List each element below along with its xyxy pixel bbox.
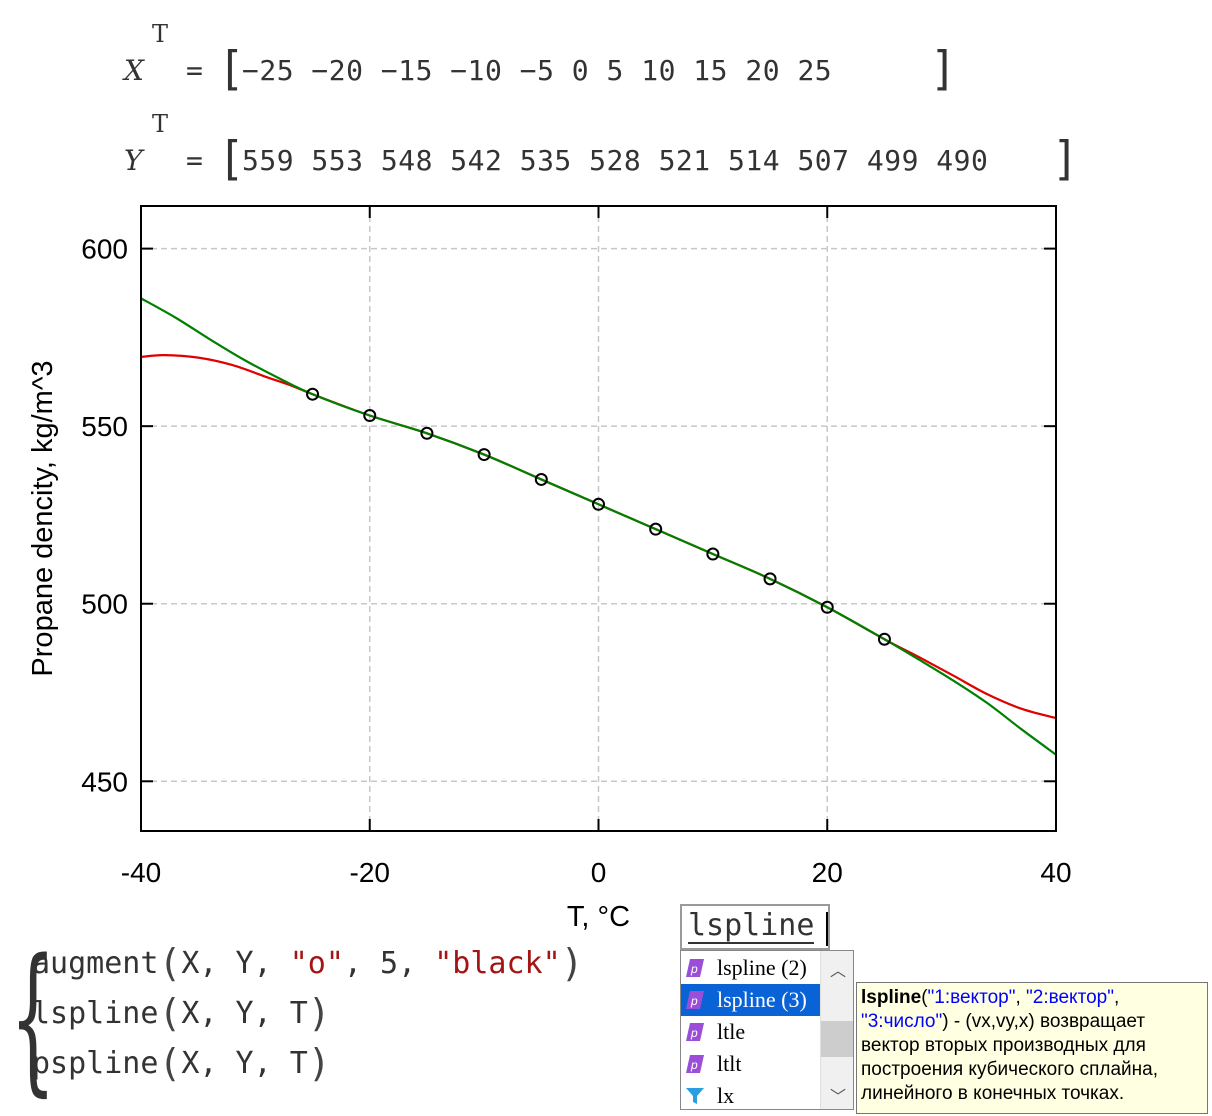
- y-tick-label: 500: [81, 589, 128, 620]
- x-tick-label: -20: [350, 857, 390, 888]
- autocomplete-item-lspline-3[interactable]: p lspline (3): [681, 984, 821, 1016]
- y-tick-label: 450: [81, 766, 128, 797]
- data-point: [649, 522, 663, 536]
- svg-text:p: p: [690, 994, 698, 1008]
- autocomplete-item-label: lspline (2): [717, 955, 807, 980]
- autocomplete-list[interactable]: p lspline (2) p lspline (3) p ltle p ltl…: [680, 950, 854, 1110]
- autocomplete-item-lspline-2[interactable]: p lspline (2): [681, 952, 821, 984]
- matrix-y-transpose: T: [152, 110, 169, 138]
- formula-augment[interactable]: augment(X, Y, "o", 5, "black"): [32, 941, 584, 985]
- function-icon: p: [686, 959, 704, 977]
- formula-pspline-fn: pspline: [32, 1046, 159, 1081]
- function-name-input[interactable]: lspline: [680, 904, 830, 950]
- matrix-x-values: −25 −20 −15 −10 −5 0 5 10 15 20 25: [242, 54, 833, 87]
- tooltip-description: - (vx,vy,x) возвращает вектор вторых про…: [861, 1011, 1158, 1104]
- formula-augment-marker: "o": [289, 946, 344, 981]
- y-tick-label: 550: [81, 411, 128, 442]
- matrix-y-values: 559 553 548 542 535 528 521 514 507 499 …: [242, 144, 989, 177]
- formula-augment-color: "black": [434, 946, 561, 981]
- matrix-y-row[interactable]: Y T = [ 559 553 548 542 535 528 521 514 …: [124, 110, 1079, 186]
- spline-series-2: [141, 297, 1056, 756]
- svg-text:p: p: [690, 1026, 698, 1040]
- tooltip-arg-3: "3:число": [861, 1011, 943, 1032]
- matrix-y-right-bracket: ]: [1052, 132, 1079, 187]
- x-tick-label: -40: [121, 857, 161, 888]
- plot-frame: [140, 205, 1057, 832]
- tooltip-arg-2: "2:вектор": [1026, 987, 1114, 1008]
- data-point: [877, 632, 891, 646]
- scroll-up-icon[interactable]: ︿: [830, 961, 847, 980]
- matrix-x-equals: =: [186, 54, 203, 87]
- tooltip-arg-1: "1:вектор": [927, 987, 1016, 1008]
- autocomplete-item-lx[interactable]: lx: [681, 1080, 821, 1112]
- data-point: [592, 497, 605, 511]
- matrix-x-left-bracket: [: [218, 42, 245, 97]
- matrix-x-name: X: [124, 54, 144, 87]
- autocomplete-scrollbar[interactable]: ︿ ﹀: [820, 951, 853, 1109]
- x-tick-label: 40: [1040, 857, 1071, 888]
- svg-text:p: p: [690, 962, 698, 976]
- text-caret: [826, 912, 828, 946]
- data-point: [763, 572, 777, 586]
- data-point: [420, 426, 434, 440]
- autocomplete-item-label: lx: [717, 1083, 735, 1108]
- autocomplete-item-label: lspline (3): [717, 987, 807, 1012]
- spline-plot[interactable]: -40 -20 0 20 40 450 500 550 600 T, °C Propane denc…: [0, 0, 1212, 940]
- function-icon: p: [686, 991, 704, 1009]
- formula-augment-size: , 5,: [343, 946, 435, 981]
- data-point: [477, 448, 491, 462]
- matrix-x-row[interactable]: X T = [ −25 −20 −15 −10 −5 0 5 10 15 20 …: [124, 20, 957, 96]
- x-tick-label: 20: [812, 857, 843, 888]
- matrix-y-left-bracket: [: [218, 132, 245, 187]
- funnel-icon: [686, 1088, 704, 1104]
- autocomplete-item-ltlt[interactable]: p ltlt: [681, 1048, 821, 1080]
- matrix-y-equals: =: [186, 144, 203, 177]
- data-point: [534, 472, 548, 486]
- formula-pspline[interactable]: pspline(X, Y, T): [32, 1041, 331, 1085]
- scroll-down-icon[interactable]: ﹀: [830, 1087, 847, 1106]
- data-point: [706, 547, 720, 561]
- matrix-x-transpose: T: [152, 20, 169, 48]
- y-axis-label: Propane dencity, kg/m^3: [27, 360, 59, 676]
- autocomplete-item-label: ltlt: [717, 1051, 742, 1076]
- data-point: [363, 409, 377, 423]
- function-icon: p: [686, 1055, 704, 1073]
- formula-lspline[interactable]: lspline(X, Y, T): [32, 991, 331, 1035]
- scroll-thumb[interactable]: [821, 1021, 853, 1057]
- x-tick-label: 0: [591, 857, 607, 888]
- function-tooltip: lspline("1:вектор", "2:вектор", "3:число…: [856, 982, 1208, 1114]
- svg-text:p: p: [690, 1058, 698, 1072]
- autocomplete-item-label: ltle: [717, 1019, 746, 1044]
- autocomplete-item-ltle[interactable]: p ltle: [681, 1016, 821, 1048]
- tooltip-function-name: lspline: [861, 987, 922, 1008]
- formula-augment-args: X, Y,: [181, 946, 290, 981]
- formula-pspline-args: X, Y, T: [181, 1046, 308, 1081]
- data-point: [306, 387, 320, 401]
- function-name-text: lspline: [688, 908, 815, 944]
- function-icon: p: [686, 1023, 704, 1041]
- data-point: [820, 600, 834, 614]
- x-axis-label: T, °C: [567, 901, 630, 933]
- matrix-y-name: Y: [124, 144, 143, 177]
- formula-augment-fn: augment: [32, 946, 159, 981]
- y-tick-label: 600: [81, 234, 128, 265]
- formula-lspline-fn: lspline: [32, 996, 159, 1031]
- formula-lspline-args: X, Y, T: [181, 996, 308, 1031]
- formula-brace: {: [10, 924, 56, 1111]
- matrix-x-right-bracket: ]: [930, 42, 957, 97]
